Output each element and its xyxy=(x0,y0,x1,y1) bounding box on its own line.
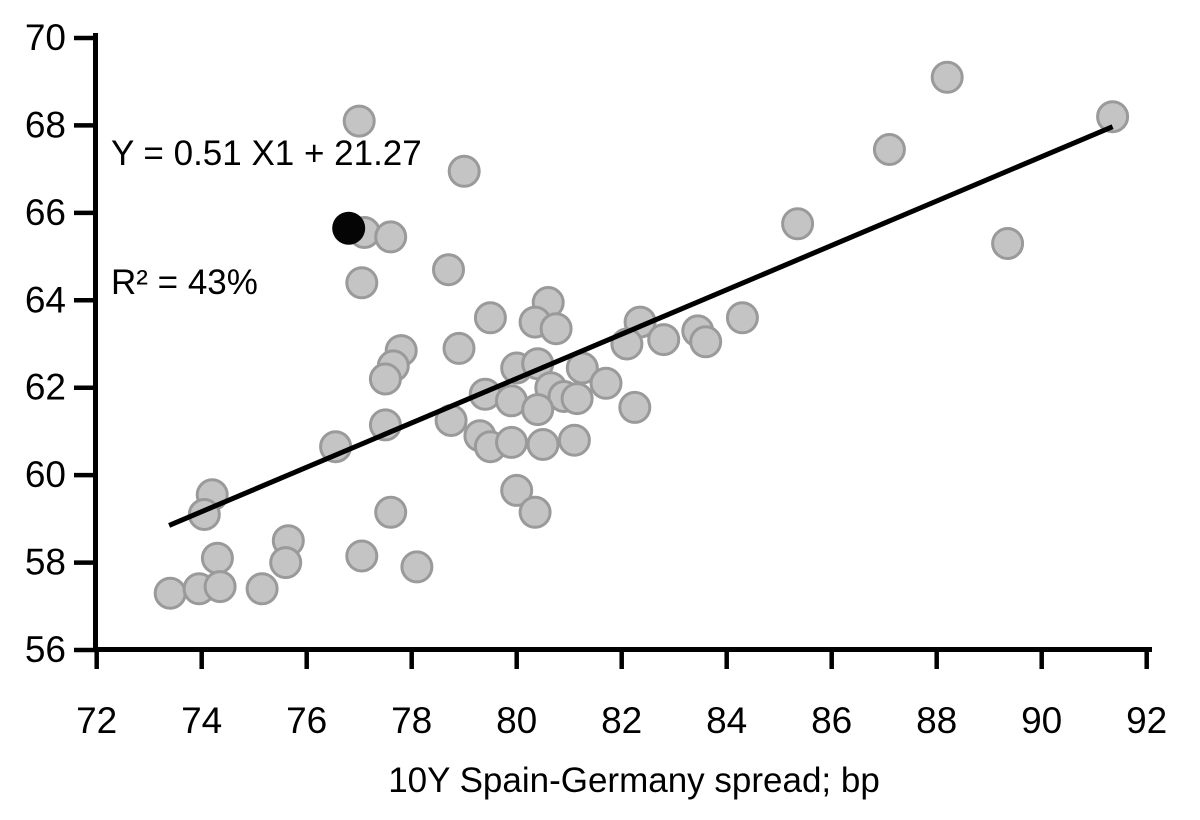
y-axis-tick-label: 70 xyxy=(25,17,66,58)
data-point xyxy=(153,576,187,610)
data-point xyxy=(781,207,815,241)
data-point xyxy=(557,423,591,457)
trend-line xyxy=(168,124,1114,528)
data-point xyxy=(725,301,759,335)
data-point xyxy=(473,301,507,335)
x-axis-tick-label: 72 xyxy=(76,700,117,741)
data-point xyxy=(495,425,528,459)
x-axis-tick-label: 74 xyxy=(181,700,222,741)
y-axis-tick-label: 62 xyxy=(25,367,66,408)
data-point xyxy=(442,331,476,365)
data-point xyxy=(447,154,481,188)
highlighted-data-point xyxy=(332,211,366,245)
y-axis-tick-label: 58 xyxy=(25,542,66,583)
regression-equation: Y = 0.51 X1 + 21.27 xyxy=(111,134,422,173)
x-axis-tick-label: 90 xyxy=(1021,700,1062,741)
data-point xyxy=(539,312,573,346)
x-axis-tick-label: 76 xyxy=(286,700,327,741)
r-squared-label: R² = 43% xyxy=(111,263,258,302)
data-point xyxy=(647,323,681,357)
data-point xyxy=(526,428,560,461)
data-point xyxy=(689,325,723,359)
x-axis-tick-label: 92 xyxy=(1126,700,1167,741)
data-point xyxy=(345,539,379,573)
data-point xyxy=(930,60,964,94)
data-point xyxy=(991,227,1025,260)
y-axis-tick-label: 56 xyxy=(25,629,66,670)
x-axis-tick-label: 88 xyxy=(916,700,957,741)
data-point xyxy=(200,541,234,575)
data-point xyxy=(400,550,434,584)
y-axis-tick-label: 60 xyxy=(25,454,66,495)
data-point xyxy=(1096,100,1130,134)
data-point xyxy=(345,266,379,300)
x-axis-tick-label: 80 xyxy=(496,700,537,741)
y-axis-tick-label: 64 xyxy=(25,279,66,320)
data-point xyxy=(374,220,408,254)
data-point xyxy=(518,495,552,529)
data-point xyxy=(342,104,376,138)
data-point xyxy=(589,366,623,400)
data-point xyxy=(618,390,652,424)
data-point xyxy=(269,546,303,580)
x-axis-title: 10Y Spain-Germany spread; bp xyxy=(388,761,880,800)
y-axis-tick-label: 66 xyxy=(25,192,66,233)
data-point xyxy=(872,133,906,166)
data-point xyxy=(560,382,594,416)
x-axis-tick-label: 84 xyxy=(706,700,747,741)
data-point xyxy=(500,473,534,507)
x-axis-tick-label: 78 xyxy=(391,700,432,741)
data-point xyxy=(521,393,555,427)
regression-annotation: Y = 0.51 X1 + 21.27 R² = 43% xyxy=(111,46,422,390)
data-point xyxy=(368,362,402,396)
data-point xyxy=(203,570,237,604)
data-point xyxy=(245,572,279,606)
x-axis-tick-label: 82 xyxy=(601,700,642,741)
y-axis-tick-label: 68 xyxy=(25,104,66,145)
data-point xyxy=(374,495,408,529)
x-axis-tick-label: 86 xyxy=(811,700,852,741)
data-point xyxy=(432,253,465,287)
